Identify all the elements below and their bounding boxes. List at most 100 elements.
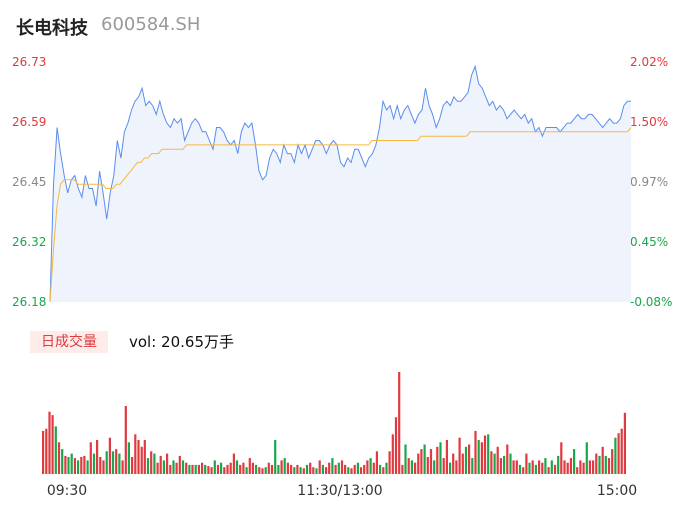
volume-bar bbox=[604, 455, 607, 474]
volume-bar bbox=[299, 467, 302, 474]
x-tick-label: 09:30 bbox=[47, 483, 87, 499]
volume-bar bbox=[372, 462, 375, 474]
volume-bar bbox=[42, 430, 45, 474]
volume-bar bbox=[563, 460, 566, 474]
volume-bar bbox=[280, 460, 283, 474]
volume-bar bbox=[518, 464, 522, 474]
volume-bar bbox=[595, 453, 598, 474]
volume-bar bbox=[127, 442, 130, 474]
volume-bar bbox=[382, 467, 385, 474]
volume-bar bbox=[54, 426, 57, 474]
volume-bar bbox=[70, 453, 73, 474]
volume-bar bbox=[124, 406, 127, 474]
volume-bar bbox=[283, 458, 286, 474]
volume-bar bbox=[474, 430, 477, 474]
volume-bar bbox=[137, 440, 140, 474]
volume-bar bbox=[302, 468, 305, 474]
volume-bar bbox=[353, 464, 356, 474]
volume-bar bbox=[73, 458, 76, 474]
stock-code: 600584.SH bbox=[101, 14, 201, 35]
stock-name: 长电科技 bbox=[16, 18, 88, 39]
volume-bar bbox=[455, 460, 458, 474]
volume-bar bbox=[417, 453, 420, 474]
volume-bar bbox=[83, 455, 86, 474]
volume-bar bbox=[452, 453, 455, 474]
volume-bar bbox=[67, 457, 70, 474]
volume-bar bbox=[178, 455, 181, 474]
volume-bar bbox=[105, 451, 108, 474]
volume-bar bbox=[277, 464, 280, 474]
volume-bar bbox=[325, 467, 328, 474]
volume-bar bbox=[232, 453, 235, 474]
volume-bar bbox=[569, 458, 572, 474]
volume-bar bbox=[162, 460, 165, 474]
volume-bar bbox=[538, 460, 541, 474]
volume-bar bbox=[255, 464, 258, 474]
volume-bar bbox=[92, 453, 96, 474]
y-tick-left: 26.73 bbox=[12, 55, 46, 69]
volume-bar bbox=[207, 466, 210, 474]
volume-bar bbox=[366, 460, 369, 474]
volume-bar bbox=[566, 462, 569, 474]
volume-bar bbox=[426, 457, 429, 474]
volume-bar bbox=[286, 462, 289, 474]
volume-bar bbox=[223, 467, 226, 474]
volume-bar bbox=[235, 460, 239, 474]
y-tick-left: 26.32 bbox=[12, 235, 46, 249]
volume-bar bbox=[496, 446, 499, 474]
volume-bar bbox=[483, 435, 487, 474]
volume-bar bbox=[318, 460, 321, 474]
volume-bar bbox=[442, 458, 445, 474]
volume-bar bbox=[140, 446, 143, 474]
volume-bar bbox=[375, 451, 378, 474]
volume-bar bbox=[216, 464, 220, 474]
volume-bar bbox=[194, 464, 197, 474]
volume-bar bbox=[185, 462, 188, 474]
x-tick-label: 15:00 bbox=[597, 483, 637, 499]
volume-bar bbox=[433, 460, 436, 474]
volume-bar bbox=[274, 440, 277, 474]
volume-bar bbox=[541, 462, 544, 474]
volume-bar bbox=[146, 458, 150, 474]
volume-bar bbox=[582, 462, 585, 474]
volume-bar bbox=[143, 440, 146, 474]
volume-bar bbox=[312, 467, 315, 474]
volume-bar bbox=[515, 460, 518, 474]
volume-bar bbox=[131, 457, 134, 474]
volume-bar bbox=[315, 468, 318, 474]
volume-bar bbox=[251, 462, 254, 474]
volume-bar bbox=[159, 455, 162, 474]
volume-bar bbox=[620, 428, 623, 474]
volume-bar bbox=[356, 462, 359, 474]
volume-bar bbox=[592, 460, 595, 474]
volume-bar bbox=[80, 457, 83, 474]
volume-bar bbox=[487, 434, 490, 474]
volume-bar bbox=[264, 467, 267, 474]
volume-bar bbox=[388, 451, 391, 474]
volume-bar bbox=[391, 434, 394, 474]
volume-bar bbox=[585, 442, 588, 474]
volume-bar bbox=[344, 464, 347, 474]
volume-bar bbox=[118, 453, 121, 474]
volume-bar bbox=[423, 444, 426, 474]
volume-bar bbox=[64, 455, 67, 474]
volume-bar bbox=[611, 449, 614, 474]
volume-bar bbox=[156, 462, 159, 474]
average-price-line bbox=[49, 127, 632, 303]
volume-bar bbox=[153, 453, 156, 474]
price-line bbox=[49, 64, 631, 303]
volume-bar bbox=[48, 411, 51, 474]
volume-bar bbox=[328, 462, 331, 474]
volume-bar bbox=[350, 468, 353, 474]
volume-tab[interactable]: 日成交量 bbox=[30, 331, 108, 353]
volume-bar bbox=[598, 455, 601, 474]
volume-bar bbox=[573, 449, 576, 474]
volume-bar bbox=[531, 460, 534, 474]
volume-bar bbox=[166, 453, 169, 474]
volume-bar bbox=[617, 433, 620, 474]
volume-bar bbox=[309, 462, 312, 474]
volume-bar bbox=[102, 460, 105, 474]
volume-bar bbox=[468, 444, 471, 474]
volume-bar bbox=[404, 444, 407, 474]
volume-bar bbox=[547, 467, 550, 474]
